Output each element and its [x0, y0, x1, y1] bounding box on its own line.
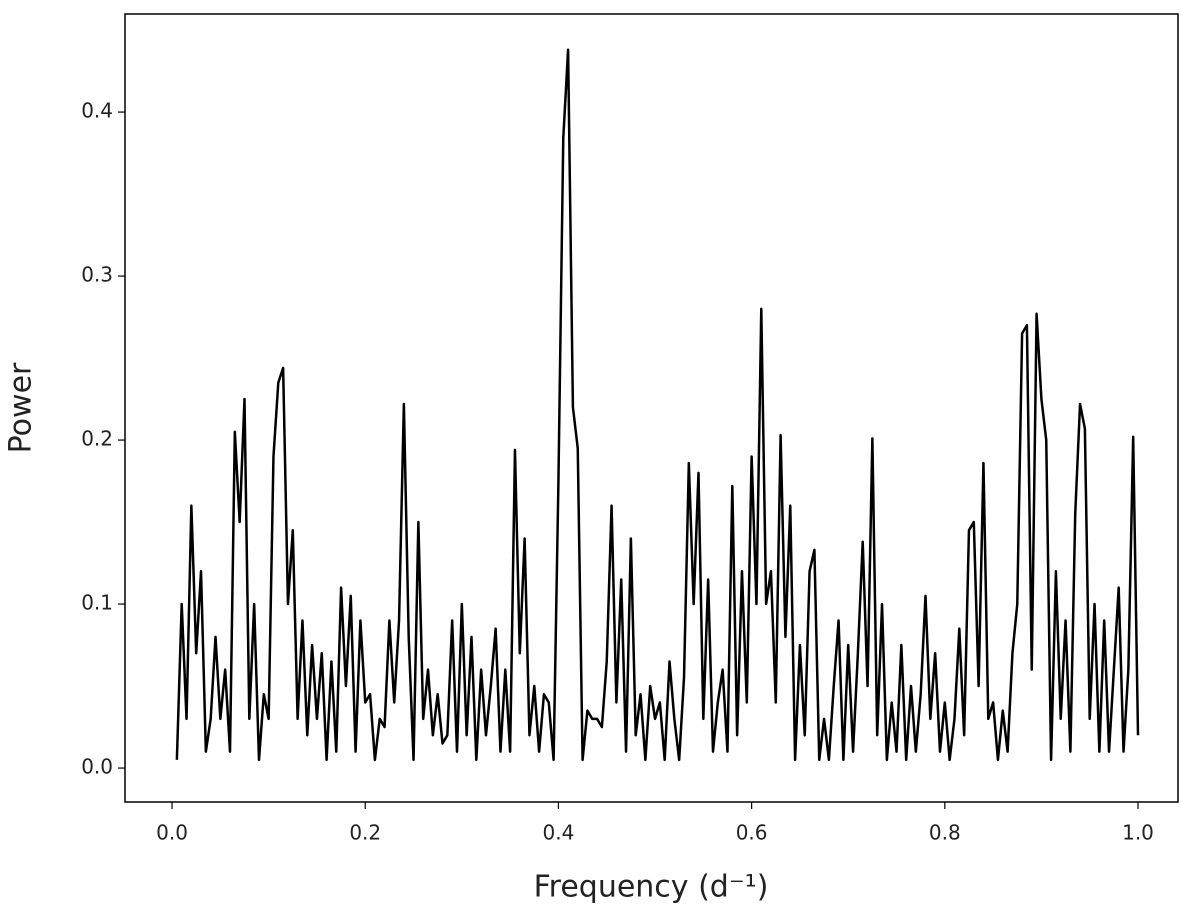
x-tick-label: 0.2: [349, 821, 381, 845]
y-tick-label: 0.3: [81, 263, 113, 287]
x-tick-label: 0.8: [929, 821, 961, 845]
plot-frame: [124, 13, 1179, 803]
x-tick-label: 0.0: [156, 821, 188, 845]
x-axis-label: Frequency (d⁻¹): [534, 870, 769, 905]
x-tick-label: 0.6: [736, 821, 768, 845]
y-tick-label: 0.4: [81, 99, 113, 123]
y-tick-label: 0.0: [81, 755, 113, 779]
y-axis-label: Power: [4, 362, 39, 453]
y-tick-label: 0.2: [81, 427, 113, 451]
line-series: [175, 48, 1140, 762]
y-tick-label: 0.1: [81, 591, 113, 615]
x-tick-label: 1.0: [1122, 821, 1154, 845]
x-tick-label: 0.4: [543, 821, 575, 845]
